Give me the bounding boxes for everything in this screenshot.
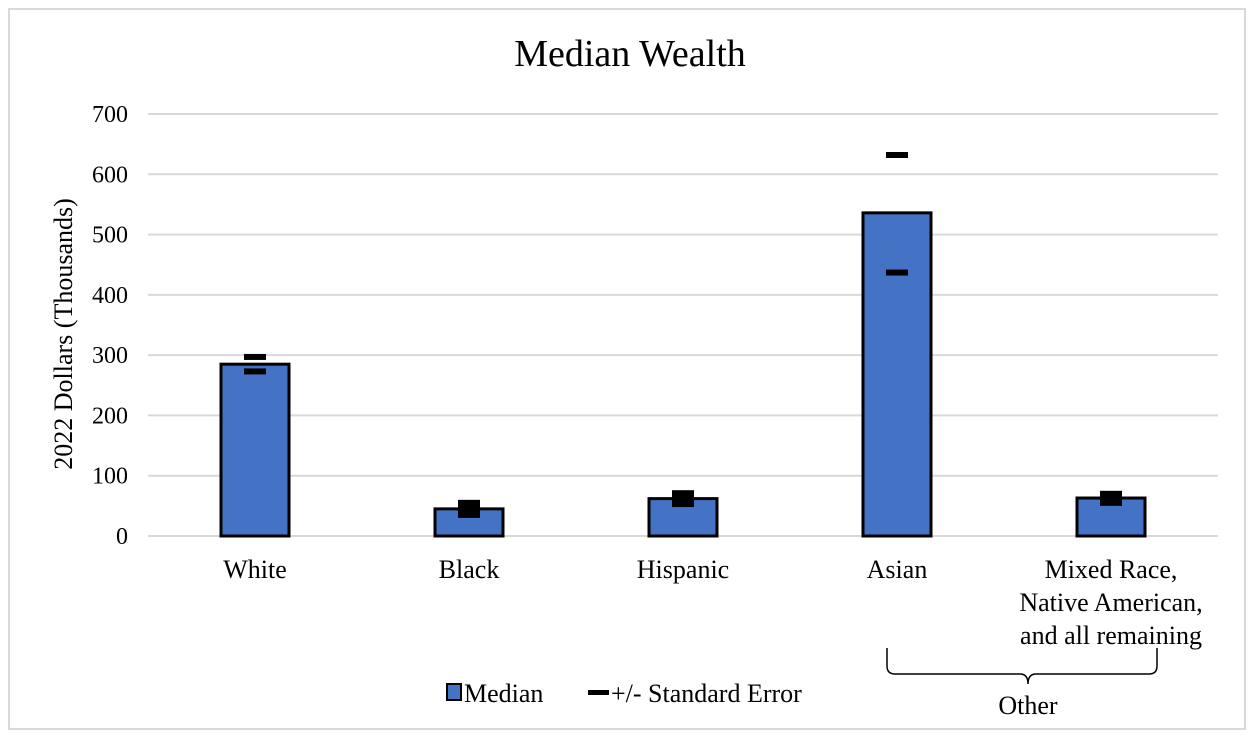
median-wealth-chart: Median Wealth 2022 Dollars (Thousands) 0… (49, 33, 1218, 720)
y-tick-label: 100 (92, 464, 128, 490)
chart-title: Median Wealth (514, 33, 746, 75)
x-tick-label-line: Hispanic (637, 555, 729, 584)
x-tick-label: Asian (867, 555, 928, 584)
group-bracket: Other (886, 648, 1158, 720)
error-upper-marker-0 (244, 353, 266, 360)
legend-label-median: Median (464, 679, 543, 708)
legend-swatch-median (446, 683, 462, 701)
gridlines (148, 113, 1218, 537)
y-tick-labels: 0 100 200 300 400 500 600 700 (92, 102, 128, 550)
y-axis-label: 2022 Dollars (Thousands) (49, 198, 78, 470)
y-tick-label: 300 (92, 343, 128, 369)
x-tick-label-line: Native American, (1019, 588, 1202, 617)
bars (219, 211, 1147, 538)
y-tick-label: 200 (92, 403, 128, 429)
error-range-2 (672, 490, 694, 508)
x-tick-label-line: Asian (867, 555, 928, 584)
error-lower-marker-3 (886, 269, 908, 276)
x-tick-label-line: Black (439, 555, 500, 584)
error-range-1 (458, 499, 480, 518)
x-tick-label-line: White (223, 555, 287, 584)
y-tick-label: 500 (92, 223, 128, 249)
bar-3 (861, 211, 933, 538)
error-range-4 (1100, 490, 1122, 506)
y-tick-label: 700 (92, 102, 128, 128)
y-tick-label: 0 (116, 524, 128, 550)
y-tick-label: 400 (92, 283, 128, 309)
chart-frame: Median Wealth 2022 Dollars (Thousands) 0… (8, 8, 1246, 730)
x-tick-label-line: and all remaining (1020, 621, 1202, 650)
group-bracket-label: Other (998, 691, 1058, 720)
x-tick-label: Black (439, 555, 500, 584)
y-tick-label: 600 (92, 162, 128, 188)
group-bracket-line (886, 648, 1158, 685)
legend-swatch-standard-error (588, 690, 609, 695)
bar-0 (219, 362, 291, 538)
x-tick-label-line: Mixed Race, (1045, 555, 1178, 584)
legend-label-standard-error: +/- Standard Error (611, 679, 802, 708)
error-lower-marker-0 (244, 368, 266, 375)
x-tick-label: Hispanic (637, 555, 729, 584)
error-upper-marker-3 (886, 151, 908, 158)
x-tick-label: Mixed Race, Native American, and all remai… (1019, 555, 1202, 650)
error-markers (244, 151, 1122, 518)
legend: Median +/- Standard Error (446, 679, 802, 708)
x-tick-labels: White Black Hispanic Asian Mixed Race, Native… (223, 555, 1202, 650)
x-tick-label: White (223, 555, 287, 584)
